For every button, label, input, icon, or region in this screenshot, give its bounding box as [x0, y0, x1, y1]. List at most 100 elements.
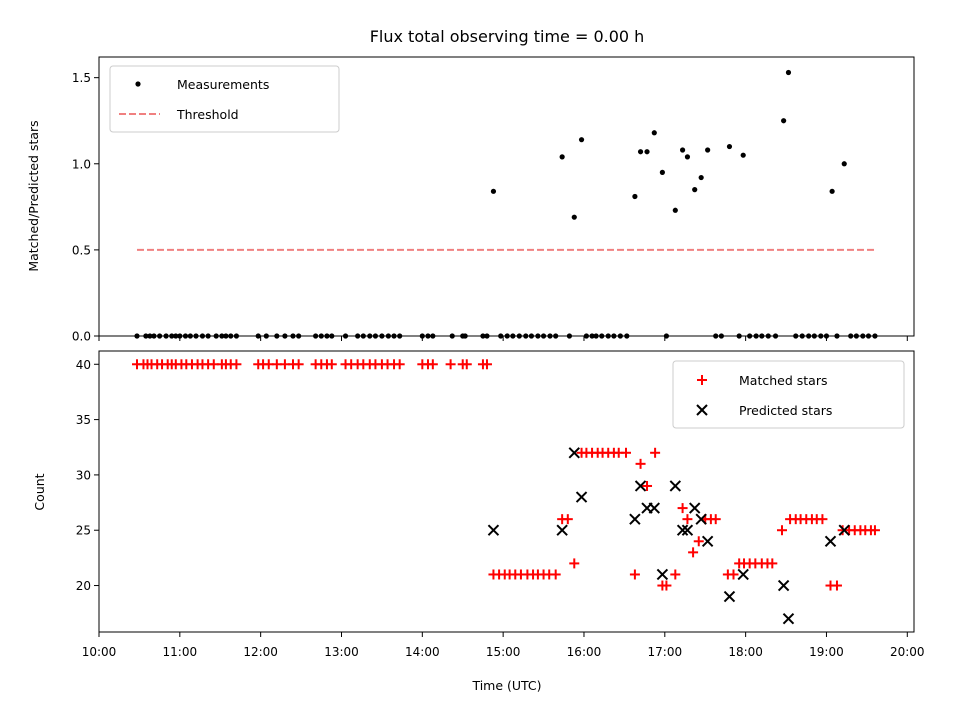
data-point: [737, 568, 749, 581]
x-tick-label: 11:00: [163, 645, 198, 659]
data-point: [705, 147, 711, 153]
data-point: [632, 193, 638, 200]
data-point: [461, 359, 472, 370]
data-point: [293, 359, 304, 370]
data-point: [642, 480, 653, 491]
y-tick-label: 30: [76, 468, 91, 482]
data-point: [445, 359, 456, 370]
data-point: [698, 174, 704, 181]
data-point: [634, 480, 647, 492]
data-point: [728, 569, 739, 580]
x-tick-label: 19:00: [809, 645, 844, 659]
data-point: [688, 547, 699, 558]
data-point: [841, 161, 847, 167]
data-point: [231, 359, 242, 370]
top-y-axis-label: Matched/Predicted stars: [26, 120, 41, 271]
data-point: [550, 569, 561, 580]
data-point: [326, 359, 337, 370]
legend: Measurements Threshold: [109, 65, 340, 133]
y-tick-label: 1.5: [72, 71, 91, 85]
data-point: [740, 152, 746, 158]
data-point: [556, 524, 568, 536]
y-tick-label: 25: [76, 524, 91, 538]
data-point: [869, 525, 880, 536]
y-tick-label: 0.0: [72, 330, 91, 344]
data-point: [829, 188, 835, 194]
data-point: [427, 359, 438, 370]
data-point: [629, 569, 640, 580]
series-matched-stars: [131, 359, 880, 591]
data-point: [767, 558, 778, 569]
data-point: [490, 188, 497, 194]
data-point: [710, 514, 721, 525]
x-tick-label: 14:00: [405, 645, 440, 659]
data-point: [568, 447, 580, 459]
data-point: [578, 137, 585, 143]
data-point: [571, 214, 577, 220]
data-point: [656, 568, 669, 581]
data-point: [682, 514, 693, 525]
data-point: [838, 524, 850, 536]
data-point: [782, 613, 795, 625]
bottom-y-axis-label: Count: [32, 473, 47, 510]
x-tick-label: 16:00: [567, 645, 602, 659]
y-tick-label: 1.0: [72, 157, 91, 171]
data-point: [676, 524, 689, 536]
y-tick-label: 40: [76, 358, 91, 372]
data-point: [659, 169, 665, 175]
data-point: [672, 207, 678, 213]
data-point: [831, 580, 842, 591]
legend-entry-measurements: Measurements: [177, 77, 269, 92]
x-tick-label: 10:00: [82, 645, 117, 659]
series-predicted-stars: [487, 447, 850, 625]
y-tick-label: 35: [76, 413, 91, 427]
data-point: [777, 579, 790, 592]
data-point: [677, 503, 688, 514]
x-tick-label: 13:00: [324, 645, 359, 659]
data-point: [621, 447, 632, 458]
data-point: [644, 149, 650, 155]
legend-entry-threshold: Threshold: [176, 107, 239, 122]
x-tick-label: 20:00: [890, 645, 925, 659]
data-point: [777, 525, 788, 536]
data-point: [569, 558, 580, 569]
legend-box: [109, 65, 340, 133]
data-point: [693, 536, 704, 547]
legend-entry-predicted-stars: Predicted stars: [739, 403, 832, 418]
data-point: [785, 69, 792, 76]
data-point: [651, 130, 657, 136]
data-point: [726, 143, 733, 150]
data-point: [635, 458, 646, 469]
data-point: [689, 502, 701, 514]
top-panel: 0.0 0.5 1.0 1.5 Measurements Threshold: [72, 56, 915, 344]
data-point: [681, 524, 694, 536]
data-point: [648, 502, 661, 514]
legend: Matched stars Predicted stars: [672, 360, 905, 429]
data-point: [701, 535, 714, 547]
x-axis-label: Time (UTC): [471, 678, 541, 693]
data-point: [692, 187, 698, 193]
plot-frame: [98, 56, 915, 337]
data-point: [661, 580, 672, 591]
legend-marker: [696, 404, 708, 416]
legend-entry-matched-stars: Matched stars: [739, 373, 827, 388]
plot-frame: [98, 350, 915, 633]
legend-box: [672, 360, 905, 429]
data-point: [781, 118, 787, 124]
data-point: [559, 154, 565, 160]
data-point: [481, 359, 492, 370]
data-point: [824, 535, 837, 547]
data-point: [487, 524, 500, 536]
x-tick-label: 17:00: [648, 645, 683, 659]
data-point: [669, 480, 682, 492]
y-tick-label: 20: [76, 579, 91, 593]
data-point: [394, 359, 405, 370]
data-point: [684, 154, 691, 160]
data-point: [679, 147, 686, 153]
data-point: [650, 447, 661, 458]
data-point: [629, 513, 641, 525]
data-point: [695, 513, 707, 525]
data-point: [670, 569, 681, 580]
chart-title: Flux total observing time = 0.00 h: [370, 27, 645, 46]
